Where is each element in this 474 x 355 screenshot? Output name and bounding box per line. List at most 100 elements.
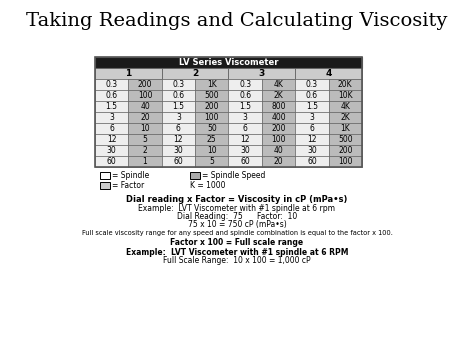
Text: 1: 1 xyxy=(125,69,131,78)
Text: 20: 20 xyxy=(140,113,150,122)
Text: 30: 30 xyxy=(307,146,317,155)
FancyBboxPatch shape xyxy=(128,79,162,90)
Text: Example:  LVT Viscometer with #1 spindle at 6 rpm: Example: LVT Viscometer with #1 spindle … xyxy=(138,204,336,213)
FancyBboxPatch shape xyxy=(228,68,295,79)
Text: 3: 3 xyxy=(243,113,247,122)
Text: 3: 3 xyxy=(310,113,314,122)
FancyBboxPatch shape xyxy=(162,68,228,79)
Text: 6: 6 xyxy=(109,124,114,133)
FancyBboxPatch shape xyxy=(228,90,262,101)
Text: 10: 10 xyxy=(207,146,217,155)
Text: Full Scale Range:  10 x 100 = 1,000 cP: Full Scale Range: 10 x 100 = 1,000 cP xyxy=(163,256,311,265)
Text: 2K: 2K xyxy=(273,91,283,100)
FancyBboxPatch shape xyxy=(162,90,195,101)
FancyBboxPatch shape xyxy=(95,112,128,123)
Text: 12: 12 xyxy=(107,135,117,144)
FancyBboxPatch shape xyxy=(328,112,362,123)
Text: 100: 100 xyxy=(205,113,219,122)
FancyBboxPatch shape xyxy=(162,79,195,90)
Text: 2: 2 xyxy=(143,146,147,155)
Text: 200: 200 xyxy=(338,146,353,155)
Text: 500: 500 xyxy=(338,135,353,144)
Text: 1: 1 xyxy=(143,157,147,166)
Text: 10K: 10K xyxy=(338,91,353,100)
Text: Dial Reading:  75      Factor:  10: Dial Reading: 75 Factor: 10 xyxy=(177,212,297,221)
FancyBboxPatch shape xyxy=(162,156,195,167)
Text: 4K: 4K xyxy=(340,102,350,111)
FancyBboxPatch shape xyxy=(95,90,128,101)
Text: K = 1000: K = 1000 xyxy=(190,181,226,190)
FancyBboxPatch shape xyxy=(100,182,110,189)
Text: Example:  LVT Viscometer with #1 spindle at 6 RPM: Example: LVT Viscometer with #1 spindle … xyxy=(126,248,348,257)
Text: 40: 40 xyxy=(273,146,283,155)
Text: 500: 500 xyxy=(204,91,219,100)
FancyBboxPatch shape xyxy=(228,145,262,156)
Text: = Spindle Speed: = Spindle Speed xyxy=(202,171,265,180)
FancyBboxPatch shape xyxy=(262,134,295,145)
FancyBboxPatch shape xyxy=(295,79,328,90)
FancyBboxPatch shape xyxy=(295,112,328,123)
Text: = Spindle: = Spindle xyxy=(112,171,149,180)
Text: 3: 3 xyxy=(259,69,265,78)
FancyBboxPatch shape xyxy=(162,145,195,156)
Text: 6: 6 xyxy=(243,124,247,133)
FancyBboxPatch shape xyxy=(195,101,228,112)
FancyBboxPatch shape xyxy=(195,90,228,101)
FancyBboxPatch shape xyxy=(95,101,128,112)
FancyBboxPatch shape xyxy=(195,156,228,167)
Text: 12: 12 xyxy=(173,135,183,144)
FancyBboxPatch shape xyxy=(162,101,195,112)
Text: 20: 20 xyxy=(274,157,283,166)
Text: 1.5: 1.5 xyxy=(173,102,184,111)
Text: 200: 200 xyxy=(138,80,152,89)
FancyBboxPatch shape xyxy=(328,101,362,112)
FancyBboxPatch shape xyxy=(295,123,328,134)
FancyBboxPatch shape xyxy=(228,156,262,167)
FancyBboxPatch shape xyxy=(295,156,328,167)
Text: 0.3: 0.3 xyxy=(239,80,251,89)
FancyBboxPatch shape xyxy=(128,134,162,145)
Text: 0.6: 0.6 xyxy=(239,91,251,100)
FancyBboxPatch shape xyxy=(95,123,128,134)
FancyBboxPatch shape xyxy=(162,123,195,134)
Text: 0.3: 0.3 xyxy=(306,80,318,89)
Text: 30: 30 xyxy=(173,146,183,155)
FancyBboxPatch shape xyxy=(195,79,228,90)
FancyBboxPatch shape xyxy=(328,79,362,90)
FancyBboxPatch shape xyxy=(262,112,295,123)
Text: 1K: 1K xyxy=(207,80,217,89)
FancyBboxPatch shape xyxy=(190,172,200,179)
Text: 50: 50 xyxy=(207,124,217,133)
FancyBboxPatch shape xyxy=(128,112,162,123)
Text: 60: 60 xyxy=(307,157,317,166)
FancyBboxPatch shape xyxy=(228,101,262,112)
FancyBboxPatch shape xyxy=(95,145,128,156)
Text: 1.5: 1.5 xyxy=(239,102,251,111)
Text: = Factor: = Factor xyxy=(112,181,144,190)
FancyBboxPatch shape xyxy=(328,145,362,156)
Text: 5: 5 xyxy=(143,135,147,144)
Text: 0.6: 0.6 xyxy=(306,91,318,100)
FancyBboxPatch shape xyxy=(195,123,228,134)
FancyBboxPatch shape xyxy=(195,112,228,123)
FancyBboxPatch shape xyxy=(228,112,262,123)
Text: 4: 4 xyxy=(326,69,332,78)
FancyBboxPatch shape xyxy=(228,79,262,90)
Text: 1.5: 1.5 xyxy=(306,102,318,111)
FancyBboxPatch shape xyxy=(262,79,295,90)
Text: 1K: 1K xyxy=(340,124,350,133)
Text: 400: 400 xyxy=(271,113,286,122)
Text: 60: 60 xyxy=(240,157,250,166)
FancyBboxPatch shape xyxy=(328,90,362,101)
Text: Taking Readings and Calculating Viscosity: Taking Readings and Calculating Viscosit… xyxy=(27,12,447,30)
Text: 4K: 4K xyxy=(273,80,283,89)
Text: Full scale viscosity range for any speed and spindle combination is equal to the: Full scale viscosity range for any speed… xyxy=(82,230,392,236)
FancyBboxPatch shape xyxy=(162,134,195,145)
FancyBboxPatch shape xyxy=(128,156,162,167)
Text: LV Series Viscometer: LV Series Viscometer xyxy=(179,58,278,67)
Text: 0.6: 0.6 xyxy=(106,91,118,100)
Text: 30: 30 xyxy=(240,146,250,155)
FancyBboxPatch shape xyxy=(95,57,362,68)
Text: 1.5: 1.5 xyxy=(106,102,118,111)
FancyBboxPatch shape xyxy=(95,134,128,145)
